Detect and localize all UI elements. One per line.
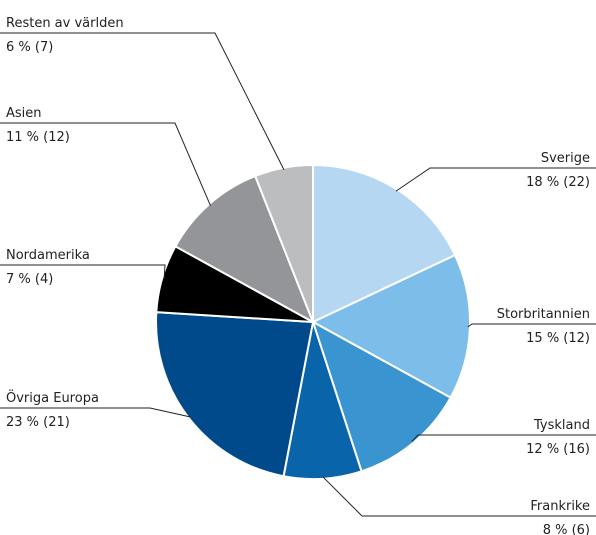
slice-label: Frankrike [530,499,590,514]
slice-label: Resten av världen [6,16,124,31]
pie-slice [174,174,315,325]
pie-slice [312,163,457,324]
pie-slice [155,311,315,478]
slice-value-label: 18 % (22) [526,175,590,190]
leader-line [0,264,166,279]
slice-label: Nordamerika [6,248,90,263]
slice-value-label: 12 % (16) [526,442,590,457]
leader-line [0,32,285,170]
slice-value-label: 6 % (7) [6,40,53,55]
leader-line [411,434,596,442]
slice-value-label: 8 % (6) [543,523,590,535]
slice-label: Övriga Europa [6,389,99,406]
slice-label: Sverige [541,151,590,166]
leader-line [0,122,211,206]
slice-value-label: 11 % (12) [6,130,70,145]
leader-line [467,323,596,328]
slice-label: Asien [6,106,42,121]
slice-label: Tyskland [533,418,590,433]
slice-value-label: 23 % (21) [6,415,70,430]
pie-slice [253,163,314,323]
leader-line [395,167,596,192]
pie-slice [311,319,452,473]
slice-value-label: 15 % (12) [526,331,590,346]
pie-slice [310,253,471,399]
leader-line [0,407,191,418]
leader-line [322,476,596,517]
slice-label: Storbritannien [497,307,590,322]
slice-value-label: 7 % (4) [6,272,53,287]
